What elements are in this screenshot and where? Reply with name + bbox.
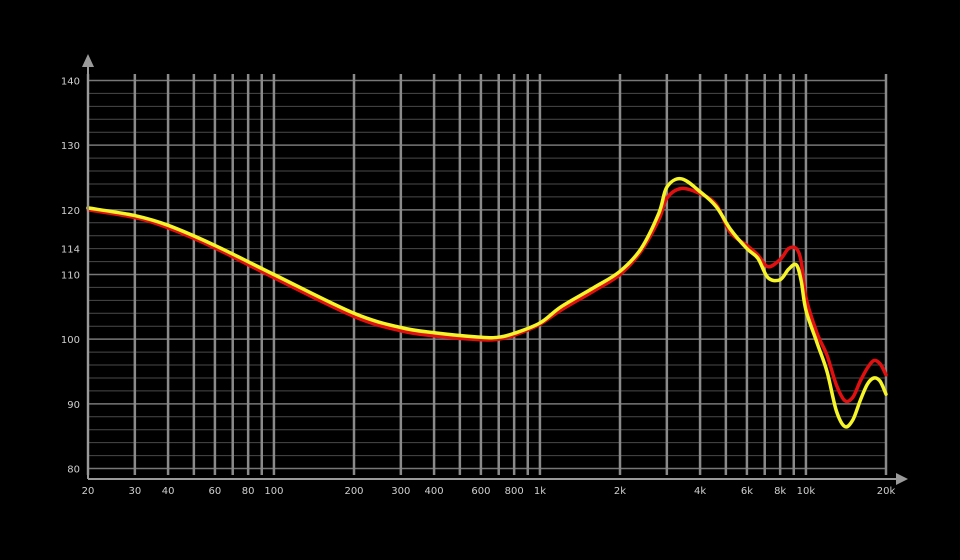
x-axis-arrow-icon	[896, 473, 908, 485]
y-axis-arrow-icon	[82, 54, 94, 67]
x-tick-label: 4k	[694, 486, 706, 497]
x-tick-label: 60	[209, 486, 222, 497]
x-tick-label: 1k	[534, 486, 546, 497]
x-tick-label: 800	[505, 486, 524, 497]
y-tick-label: 80	[67, 465, 80, 476]
x-gridlines	[86, 74, 888, 475]
x-tick-label: 200	[344, 486, 363, 497]
y-tick-label: 100	[61, 335, 80, 346]
y-tick-label: 130	[61, 141, 80, 152]
axes	[82, 54, 908, 485]
series-lines	[86, 176, 888, 429]
y-tick-label: 110	[61, 271, 80, 282]
y-tick-label: 120	[61, 206, 80, 217]
y-tick-label: 140	[61, 76, 80, 87]
x-tick-labels: 20 30 40 60 80 100 200 300 400 600 800 1k 2k 4k 6k 8k 10…	[82, 486, 896, 497]
x-tick-label: 300	[391, 486, 410, 497]
x-tick-label: 6k	[741, 486, 753, 497]
x-tick-label: 20	[82, 486, 95, 497]
x-tick-label: 8k	[774, 486, 786, 497]
y-tick-labels: 80 90 100 110 114 120 130 140	[61, 76, 80, 475]
x-tick-label: 2k	[614, 486, 626, 497]
x-tick-label: 40	[162, 486, 175, 497]
series-line-2	[86, 176, 888, 429]
x-tick-label: 100	[264, 486, 283, 497]
x-tick-label: 400	[425, 486, 444, 497]
x-tick-label: 30	[128, 486, 141, 497]
x-tick-label: 600	[471, 486, 490, 497]
x-tick-label: 10k	[797, 486, 816, 497]
y-tick-label: 114	[61, 245, 80, 256]
y-tick-label: 90	[67, 400, 80, 411]
x-tick-label: 80	[242, 486, 255, 497]
x-tick-label: 20k	[877, 486, 896, 497]
